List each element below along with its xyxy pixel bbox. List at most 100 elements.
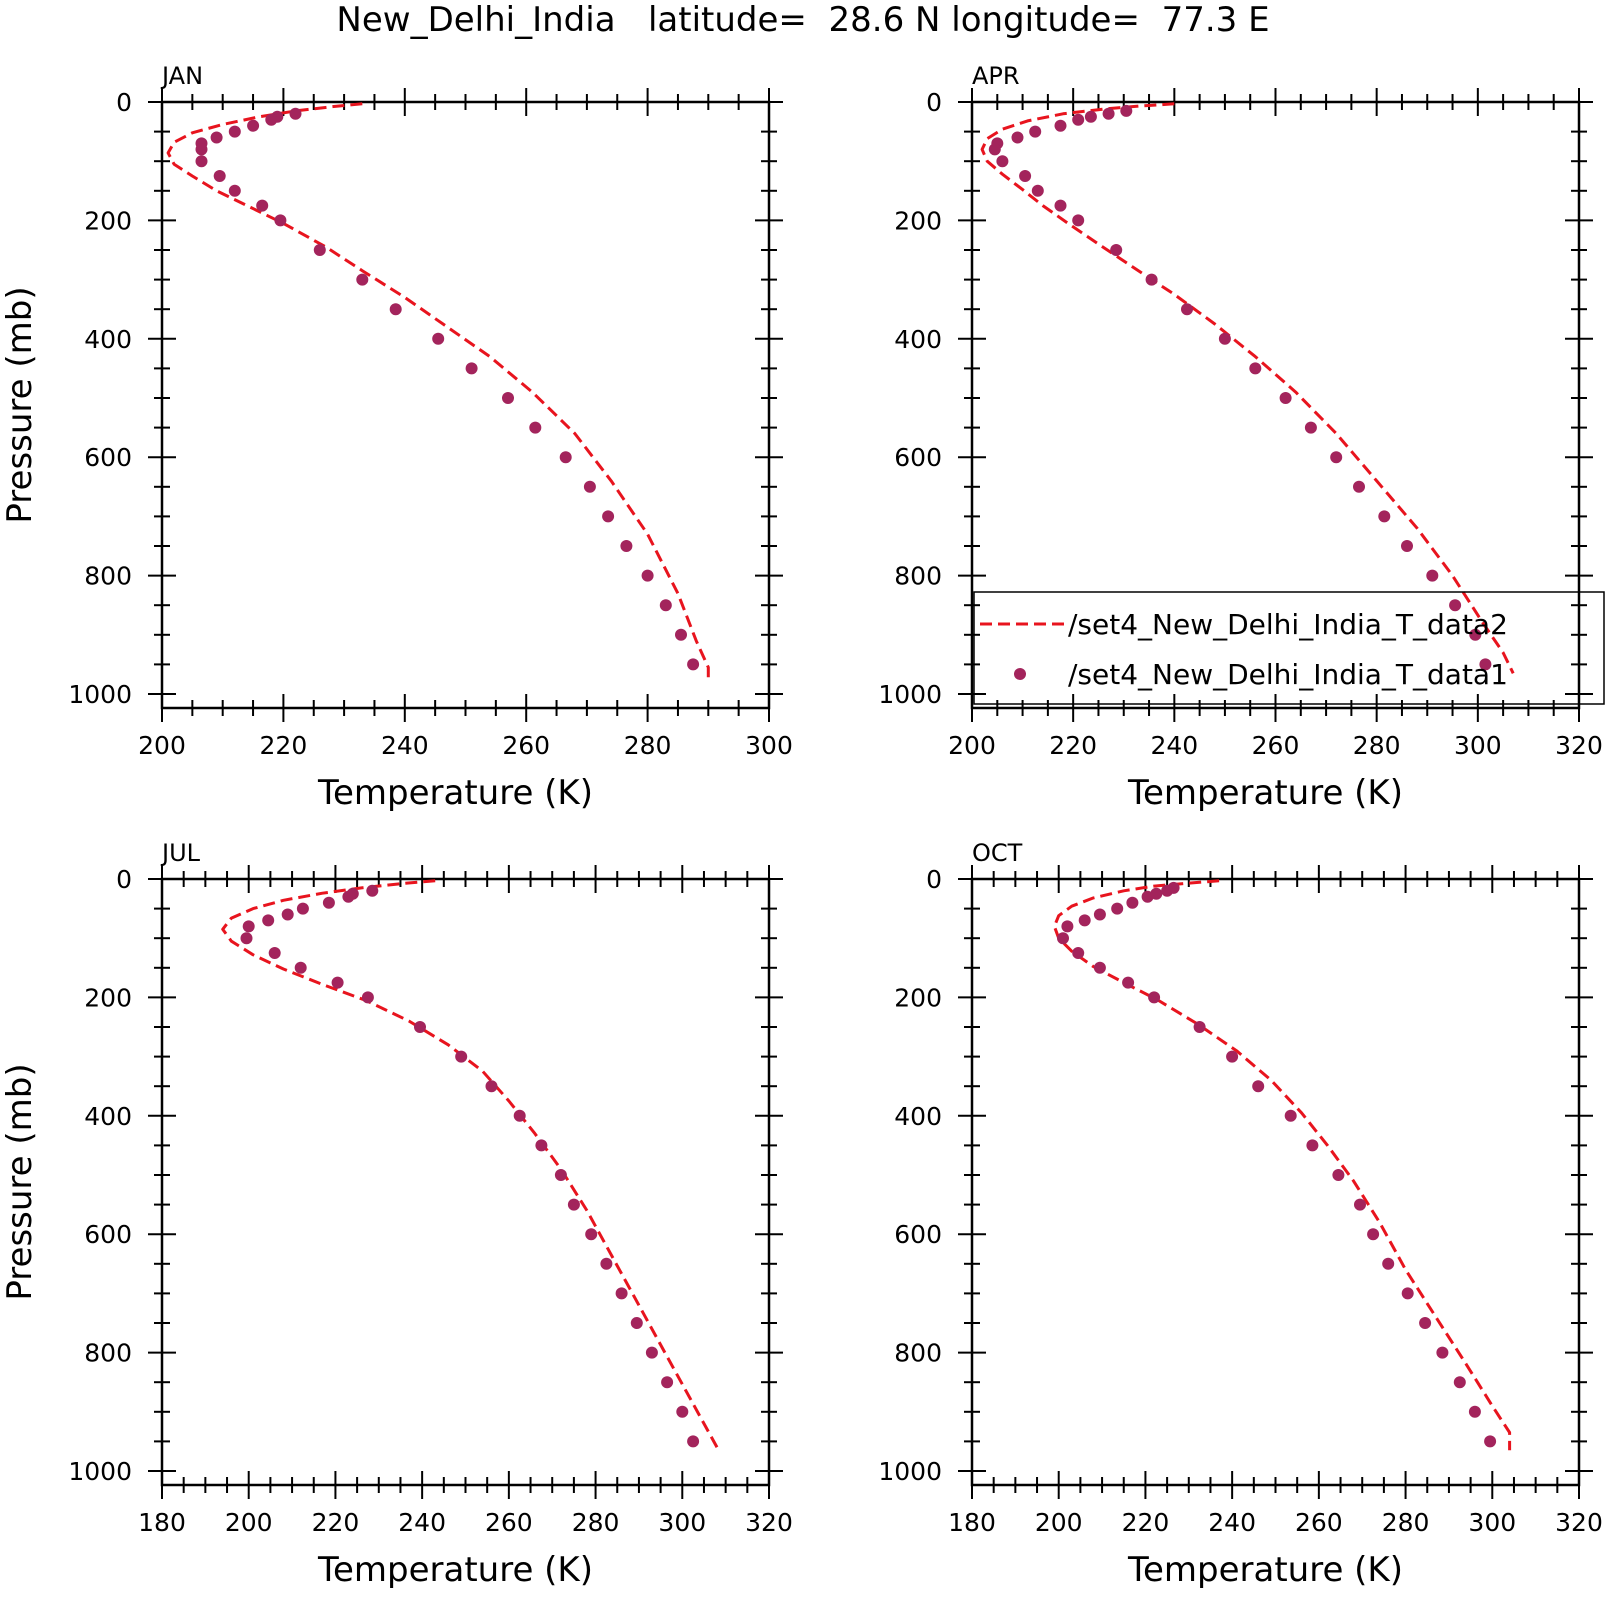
data-point-obs (195, 155, 208, 168)
data-point-obs (265, 113, 278, 126)
panel-label: APR (972, 62, 1020, 90)
y-tick-label: 600 (84, 1220, 132, 1249)
data-point-obs (567, 1198, 580, 1211)
y-tick-label: 1000 (878, 680, 942, 709)
y-tick-label: 1000 (68, 680, 132, 709)
data-point-obs (676, 1405, 689, 1418)
data-point-obs (262, 914, 275, 927)
y-tick-label: 0 (926, 88, 942, 117)
x-tick-label: 200 (138, 731, 186, 760)
data-point-obs (1031, 184, 1044, 197)
data-point-obs (289, 107, 302, 120)
x-tick-label: 260 (1295, 1508, 1343, 1537)
data-point-obs (687, 1435, 700, 1448)
data-point-obs (1304, 421, 1317, 434)
data-point-obs (1419, 1317, 1432, 1329)
data-point-obs (1449, 599, 1462, 612)
legend-dot-label: /set4_New_Delhi_India_T_data1 (1068, 658, 1508, 691)
data-point-obs (1401, 1287, 1414, 1300)
data-point-obs (1193, 1021, 1206, 1033)
data-point-obs (296, 902, 309, 915)
x-tick-label: 240 (1208, 1508, 1256, 1537)
x-tick-label: 280 (624, 731, 672, 760)
data-point-obs (1120, 104, 1133, 117)
data-point-obs (210, 131, 223, 144)
data-point-obs (1479, 658, 1492, 671)
data-point-obs (1084, 110, 1097, 123)
x-tick-label: 300 (1468, 1508, 1516, 1537)
data-point-obs (1249, 362, 1262, 375)
data-point-obs (1111, 902, 1124, 915)
plot-frame (970, 877, 1581, 1487)
data-point-obs (687, 658, 700, 671)
data-point-obs (331, 976, 344, 989)
data-point-obs (583, 480, 596, 493)
y-tick-label: 600 (84, 443, 132, 472)
data-point-obs (1019, 170, 1032, 182)
y-tick-label: 0 (116, 865, 132, 894)
x-tick-label: 300 (1454, 731, 1502, 760)
data-point-obs (228, 125, 241, 138)
data-point-obs (1426, 569, 1439, 582)
data-point-obs (195, 143, 208, 156)
data-point-obs (615, 1287, 628, 1300)
data-point-obs (1078, 914, 1091, 927)
y-tick-label: 200 (84, 983, 132, 1012)
data-point-obs (242, 920, 255, 933)
data-point-obs (1102, 107, 1115, 120)
x-tick-label: 280 (1353, 731, 1401, 760)
legend-box (973, 591, 1605, 705)
data-point-obs (1468, 1405, 1481, 1418)
data-point-obs (1093, 961, 1106, 974)
legend-line-label: /set4_New_Delhi_India_T_data2 (1068, 608, 1508, 641)
data-point-obs (1072, 113, 1085, 126)
data-point-obs (1252, 1080, 1265, 1093)
plot-frame (160, 877, 771, 1487)
panel-label: JAN (160, 62, 203, 90)
data-point-obs (342, 890, 355, 903)
series-line-model (166, 102, 710, 680)
data-point-obs (641, 569, 654, 582)
data-point-obs (1057, 932, 1069, 945)
data-point-obs (645, 1346, 658, 1359)
x-tick-label: 220 (312, 1508, 360, 1537)
data-point-obs (554, 1169, 567, 1181)
data-point-obs (675, 628, 687, 641)
x-tick-label: 320 (1555, 1508, 1603, 1537)
y-tick-label: 1000 (878, 1457, 942, 1486)
data-point-obs (1054, 199, 1067, 212)
data-point-obs (1181, 303, 1193, 316)
data-point-obs (535, 1139, 548, 1152)
y-tick-label: 0 (116, 88, 132, 117)
data-point-obs (1382, 1257, 1395, 1270)
data-point-obs (630, 1317, 643, 1329)
y-tick-label: 800 (84, 1339, 132, 1368)
panel-label: OCT (972, 839, 1023, 867)
x-tick-label: 220 (1049, 731, 1097, 760)
data-point-obs (1367, 1228, 1380, 1241)
figure-title: New_Delhi_India latitude= 28.6 N longitu… (336, 0, 1269, 40)
data-point-obs (502, 392, 514, 404)
data-point-obs (1330, 451, 1343, 464)
x-tick-label: 240 (1150, 731, 1198, 760)
data-point-obs (281, 908, 294, 921)
data-point-obs (620, 540, 633, 552)
data-point-obs (1072, 947, 1085, 959)
x-tick-label: 320 (1555, 731, 1603, 760)
y-axis-label: Pressure (mb) (0, 1063, 40, 1300)
data-point-obs (1072, 214, 1085, 227)
data-point-obs (1029, 125, 1042, 138)
series-line-model (1052, 879, 1512, 1451)
data-point-obs (274, 214, 287, 227)
data-point-obs (602, 510, 615, 523)
y-tick-label: 0 (926, 865, 942, 894)
data-point-obs (455, 1050, 468, 1063)
x-tick-label: 200 (1035, 1508, 1083, 1537)
x-axis-label: Temperature (K) (1127, 773, 1403, 813)
data-point-obs (1061, 920, 1074, 933)
data-point-obs (361, 991, 374, 1004)
data-point-obs (256, 199, 269, 212)
data-point-obs (1401, 540, 1413, 552)
